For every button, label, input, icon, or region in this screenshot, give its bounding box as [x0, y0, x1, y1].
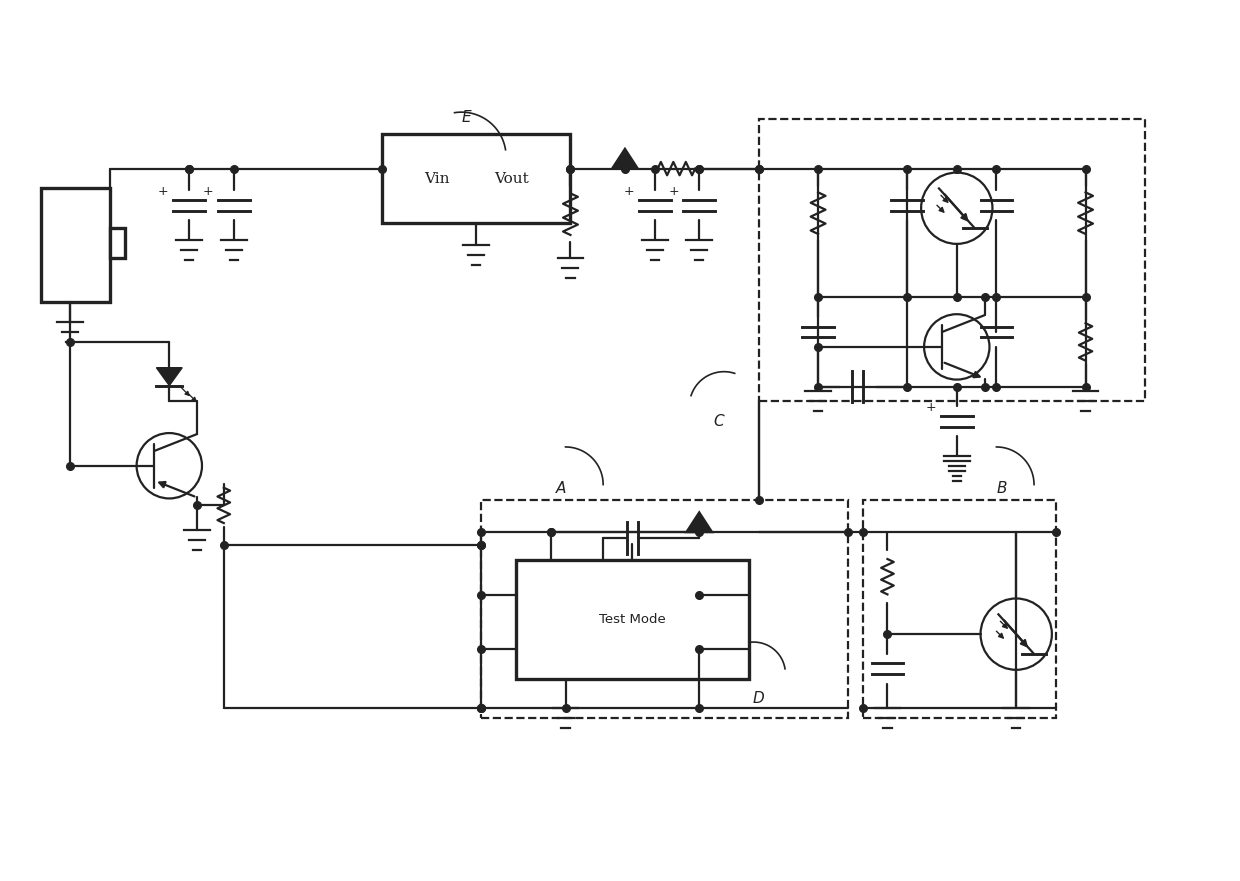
Polygon shape: [156, 367, 182, 386]
FancyBboxPatch shape: [516, 559, 749, 678]
Text: Vin: Vin: [424, 172, 449, 186]
Text: +: +: [926, 401, 936, 414]
Text: Test Mode: Test Mode: [599, 613, 666, 626]
Text: Vout: Vout: [494, 172, 528, 186]
Polygon shape: [687, 513, 712, 532]
FancyBboxPatch shape: [41, 189, 110, 302]
Polygon shape: [613, 149, 637, 168]
Text: A: A: [556, 480, 565, 495]
FancyBboxPatch shape: [382, 134, 570, 223]
Text: C: C: [714, 414, 724, 429]
Text: B: B: [996, 480, 1007, 495]
Text: +: +: [624, 185, 634, 198]
Text: D: D: [753, 692, 765, 707]
Text: +: +: [668, 185, 678, 198]
Text: +: +: [202, 185, 213, 198]
Text: +: +: [157, 185, 169, 198]
Text: E: E: [461, 110, 471, 125]
FancyBboxPatch shape: [110, 228, 125, 258]
